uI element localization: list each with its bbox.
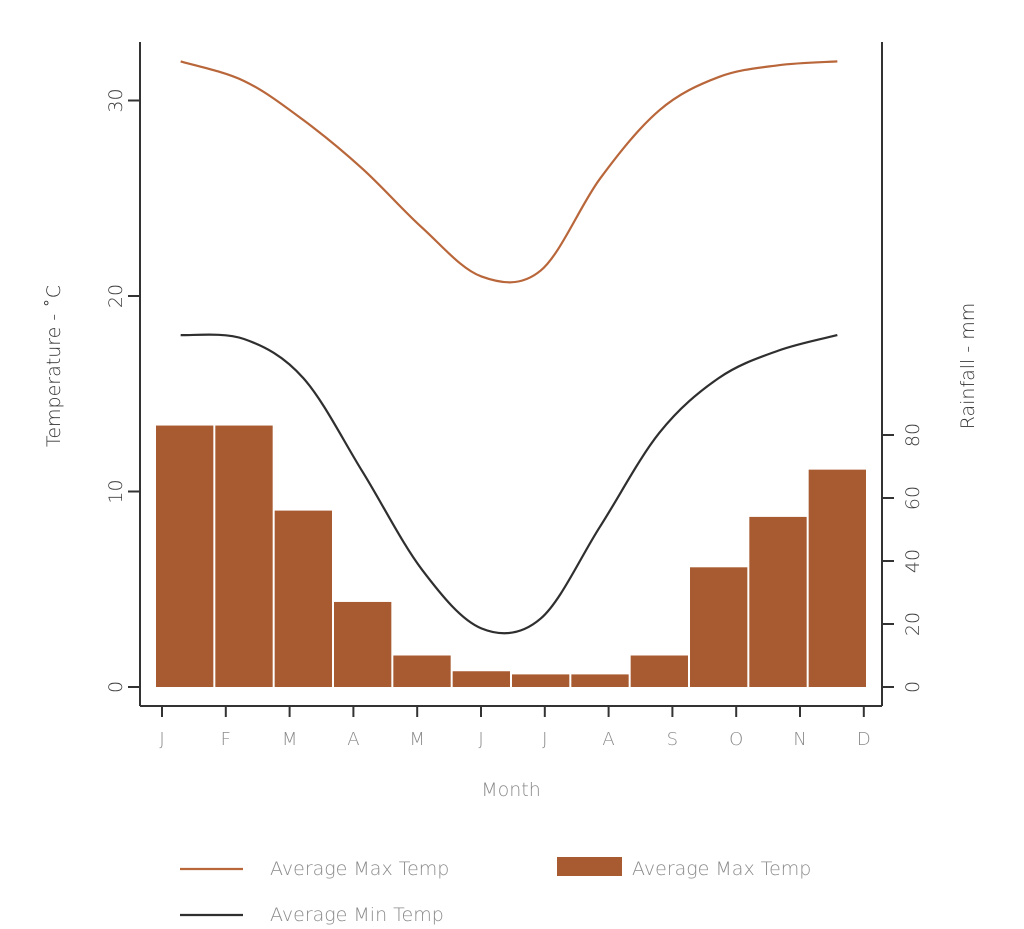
legend-label-max-line: Average Max Temp <box>270 858 449 880</box>
x-axis-title: Month <box>481 779 541 801</box>
rainfall-bar-6 <box>452 671 510 687</box>
min-temp-line <box>180 333 838 635</box>
rainfall-bars <box>156 425 866 687</box>
legend-item-max-temp-line: Average Max Temp <box>180 858 449 880</box>
axes <box>139 42 883 707</box>
legend-label-min-line: Average Min Temp <box>270 904 444 926</box>
max-temp-line <box>180 60 838 284</box>
rainfall-bar-12 <box>808 469 866 687</box>
month-tick-label: J <box>478 729 483 750</box>
month-tick-label: A <box>347 729 359 750</box>
rainfall-bar-10 <box>690 567 748 687</box>
right-tick-label: 40 <box>902 549 924 573</box>
rainfall-bar-5 <box>393 655 451 687</box>
month-tick-label: S <box>667 729 678 750</box>
legend-swatch-bar <box>557 857 622 876</box>
legend-item-rainfall-bar: Average Max Temp <box>557 857 811 880</box>
temperature-lines <box>180 60 838 635</box>
left-tick-label: 0 <box>105 681 127 693</box>
right-axis-ticks: 0 20 40 60 80 <box>882 423 924 693</box>
month-tick-label: J <box>542 729 547 750</box>
left-axis-ticks: 0 10 20 30 <box>105 88 140 693</box>
rainfall-bar-8 <box>571 674 629 687</box>
month-tick-label: O <box>729 729 743 750</box>
legend-label-bar: Average Max Temp <box>632 858 811 880</box>
month-tick-label: F <box>221 729 231 750</box>
legend: Average Max Temp Average Min Temp Averag… <box>180 857 811 926</box>
left-tick-label: 10 <box>105 479 127 503</box>
month-tick-label: M <box>282 729 298 750</box>
left-tick-label: 30 <box>105 88 127 112</box>
legend-item-min-temp-line: Average Min Temp <box>180 904 444 926</box>
rainfall-bar-2 <box>215 425 273 687</box>
y-axis-title-left: Temperature - ˚C <box>43 285 65 447</box>
right-tick-label: 20 <box>902 612 924 636</box>
rainfall-bar-1 <box>156 425 214 687</box>
rainfall-bar-9 <box>630 655 688 687</box>
month-tick-label: A <box>602 729 614 750</box>
rainfall-bar-3 <box>274 510 332 687</box>
y-axis-title-right: Rainfall - mm <box>957 303 979 430</box>
month-tick-label: N <box>793 729 806 750</box>
month-tick-label: M <box>409 729 425 750</box>
left-tick-label: 20 <box>105 284 127 308</box>
rainfall-bar-7 <box>512 674 570 687</box>
rainfall-bar-11 <box>749 516 807 687</box>
month-tick-label: J <box>159 729 164 750</box>
right-tick-label: 0 <box>902 681 924 693</box>
right-tick-label: 80 <box>902 423 924 447</box>
month-tick-label: D <box>857 729 871 750</box>
right-tick-label: 60 <box>902 486 924 510</box>
rainfall-bar-4 <box>334 601 392 687</box>
